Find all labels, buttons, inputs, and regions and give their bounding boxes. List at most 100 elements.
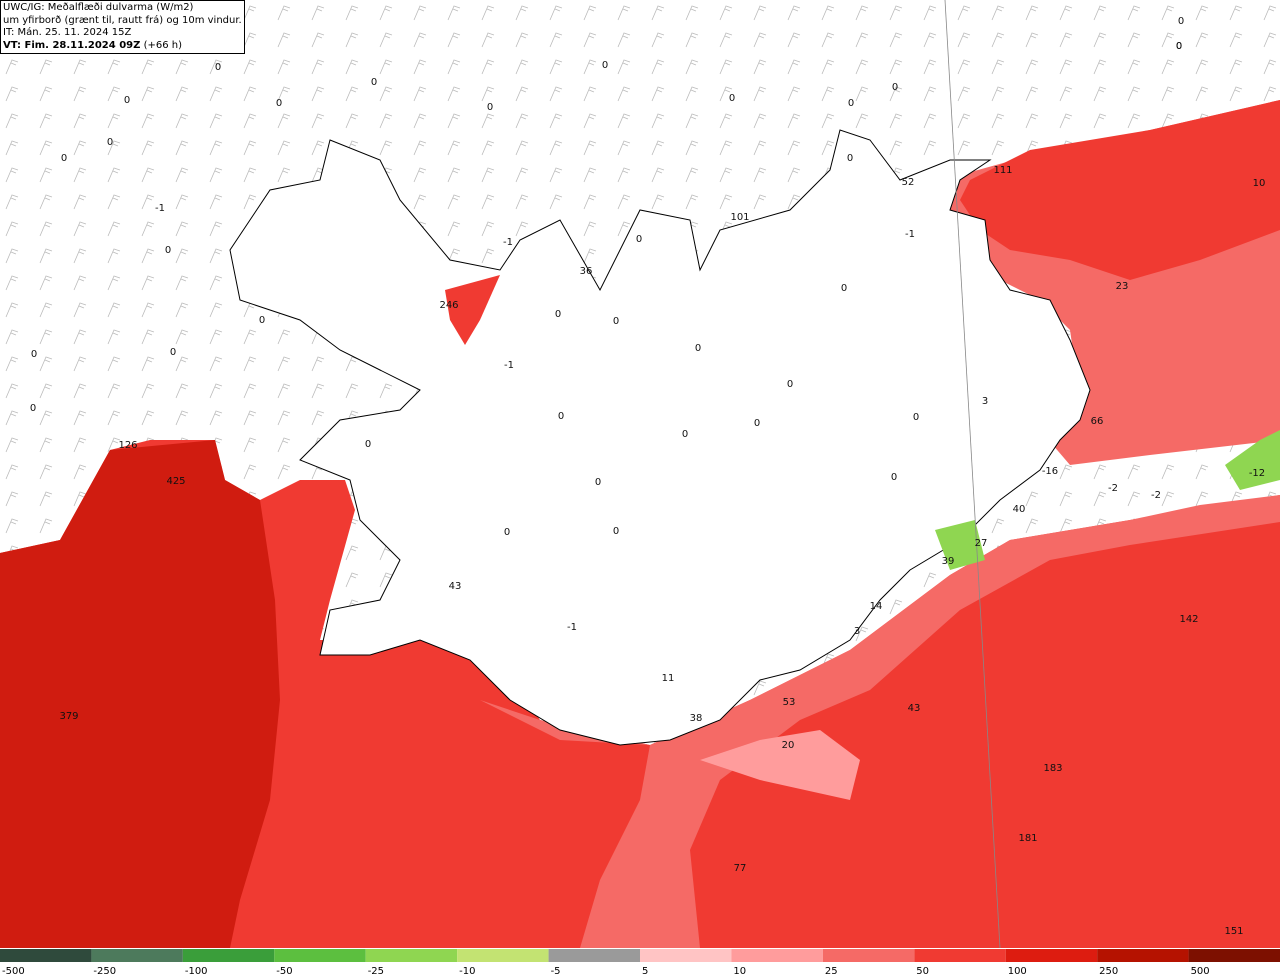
legend-label: 5 (642, 966, 648, 977)
map-value: 0 (1178, 16, 1184, 27)
legend-swatch (0, 949, 92, 962)
map-value: -1 (155, 203, 165, 214)
legend-swatch (914, 949, 1006, 962)
map-value: -1 (567, 622, 577, 633)
legend-swatch (457, 949, 549, 962)
map-value: 39 (942, 556, 955, 567)
map-value: 0 (61, 153, 67, 164)
coastline (229, 129, 1091, 746)
map-value: 126 (118, 440, 137, 451)
legend-swatch (1005, 949, 1098, 962)
header-line: VT: Fim. 28.11.2024 09Z (+66 h) (3, 40, 242, 53)
map-value: 14 (870, 601, 883, 612)
map-value: 40 (1013, 504, 1026, 515)
map-value: 36 (580, 266, 593, 277)
map-value: 0 (30, 403, 36, 414)
legend-label: 100 (1008, 966, 1027, 977)
map-value: 52 (902, 177, 915, 188)
map-value: 0 (558, 411, 564, 422)
legend-label: -250 (93, 966, 116, 977)
header-bold: VT: Fim. 28.11.2024 09Z (3, 39, 141, 51)
map-value: 0 (613, 526, 619, 537)
legend-label: 250 (1099, 966, 1118, 977)
map-value: 66 (1091, 416, 1104, 427)
header-line: IT: Mán. 25. 11. 2024 15Z (3, 27, 132, 38)
legend-swatch (274, 949, 366, 962)
map-value: 0 (1176, 41, 1182, 52)
map-value: 0 (891, 472, 897, 483)
map-value: 0 (170, 347, 176, 358)
map-value: 0 (841, 283, 847, 294)
legend-swatch (1188, 949, 1280, 962)
legend-swatch (548, 949, 640, 962)
legend-label: 50 (916, 966, 929, 977)
map-value: 0 (913, 412, 919, 423)
map-value: 0 (276, 98, 282, 109)
header-line: um yfirborð (grænt til, rautt frá) og 10… (3, 14, 242, 26)
domain-edge (944, 0, 1001, 949)
map-value: 0 (682, 429, 688, 440)
map-value: -1 (905, 229, 915, 240)
map-value: 151 (1224, 926, 1243, 937)
map-value: 0 (847, 153, 853, 164)
legend-label: 25 (825, 966, 838, 977)
legend-label: -100 (185, 966, 208, 977)
map-value: 425 (166, 476, 185, 487)
flux-green (935, 520, 985, 570)
map-value: 0 (602, 60, 608, 71)
map-value: 0 (787, 379, 793, 390)
map-value: 43 (449, 581, 462, 592)
map-value: 23 (1116, 281, 1129, 292)
legend-swatch (182, 949, 275, 962)
header: UWC/IG: Meðalflæði dulvarma (W/m2) um yf… (0, 0, 245, 54)
map-value: 0 (259, 315, 265, 326)
legend-swatch (365, 949, 458, 962)
legend-label: -50 (276, 966, 292, 977)
map-value: 0 (729, 93, 735, 104)
legend-swatch (1097, 949, 1189, 962)
flux-dark (0, 440, 280, 948)
map-value: 0 (107, 137, 113, 148)
map-value: 0 (487, 102, 493, 113)
legend-label: -10 (459, 966, 475, 977)
map-value: 11 (662, 673, 675, 684)
map-value: 38 (690, 713, 703, 724)
legend-swatch (822, 949, 915, 962)
map-value: 3 (982, 396, 988, 407)
map-value: 0 (165, 245, 171, 256)
map-value: 20 (782, 740, 795, 751)
map-value: -1 (504, 360, 514, 371)
header-line: UWC/IG: Meðalflæði dulvarma (W/m2) (3, 2, 194, 13)
map-value: -1 (503, 237, 513, 248)
map-value: -16 (1042, 466, 1058, 477)
map-value: 183 (1043, 763, 1062, 774)
map-value: 27 (975, 538, 988, 549)
map-value: 10 (1253, 178, 1266, 189)
flux-light (700, 730, 860, 800)
map-value: 0 (555, 309, 561, 320)
legend-label: 10 (733, 966, 746, 977)
map-value: 0 (754, 418, 760, 429)
legend-swatch (91, 949, 183, 962)
map-value: 0 (892, 82, 898, 93)
map-value: 0 (1176, 41, 1182, 52)
map-value: 0 (365, 439, 371, 450)
map-value: 0 (636, 234, 642, 245)
header-rest: (+66 h) (143, 39, 182, 51)
flux-patch (445, 275, 500, 345)
map-value: 77 (734, 863, 747, 874)
legend-label: -25 (368, 966, 384, 977)
map-value: 0 (371, 77, 377, 88)
legend-label: -5 (551, 966, 561, 977)
flux-east-red (960, 100, 1280, 280)
map-value: 0 (215, 62, 221, 73)
flux-green (1225, 430, 1280, 490)
map-value: 3 (854, 626, 860, 637)
legend-swatch (731, 949, 823, 962)
map-value: 111 (993, 165, 1012, 176)
map-value: 0 (695, 343, 701, 354)
legend-swatch (640, 949, 732, 962)
map-value: 181 (1018, 833, 1037, 844)
legend-label: -500 (2, 966, 25, 977)
